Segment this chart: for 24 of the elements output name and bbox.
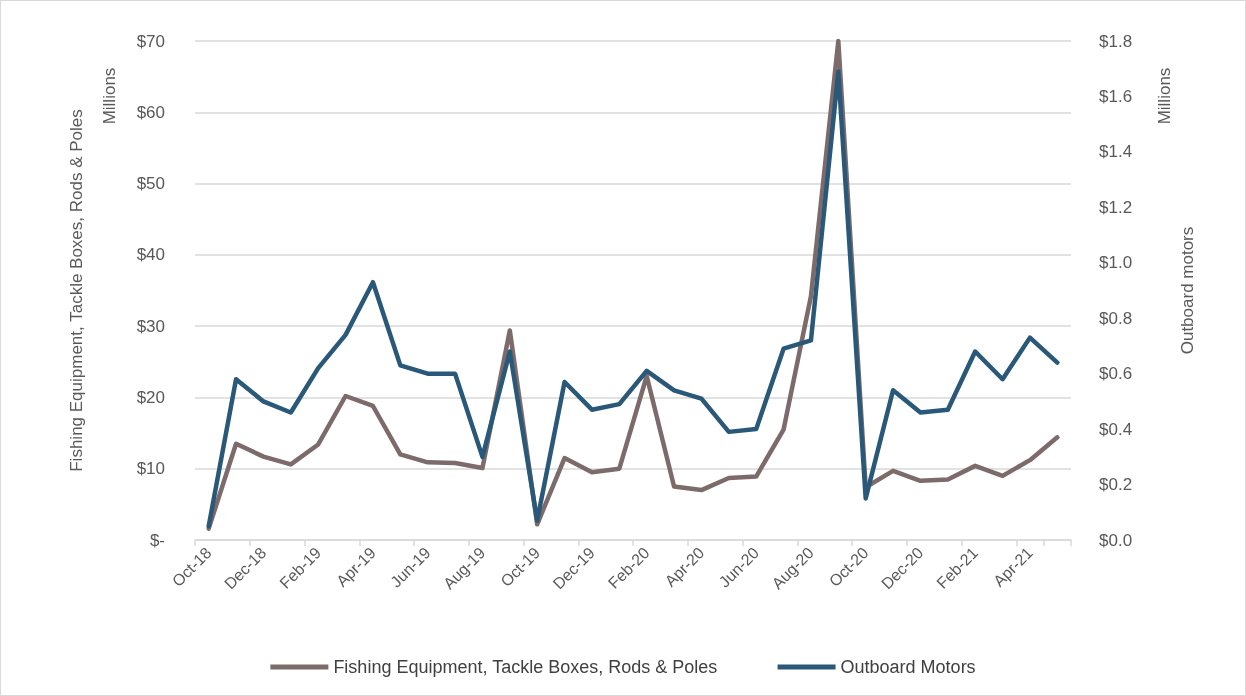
y-axis-title: Fishing Equipment, Tackle Boxes, Rods & Poles: [67, 109, 86, 472]
y2-tick-label: $1.2: [1099, 197, 1133, 217]
y2-tick-label: $0.2: [1099, 475, 1133, 495]
legend-label: Fishing Equipment, Tackle Boxes, Rods & Poles: [333, 657, 718, 677]
y2-tick-label: $1.8: [1099, 31, 1133, 51]
y2-tick-label: $0.8: [1099, 308, 1133, 328]
y-tick-label: $70: [136, 31, 165, 51]
y2-tick-label: $0.0: [1099, 530, 1133, 550]
y2-tick-label: $1.6: [1099, 86, 1133, 106]
y2-tick-label: $1.4: [1099, 142, 1133, 162]
y-tick-label: $10: [136, 459, 165, 479]
y-tick-label: $20: [136, 387, 165, 407]
y-tick-label: $30: [136, 316, 165, 336]
y2-tick-label: $0.4: [1099, 419, 1133, 439]
y2-tick-label: $0.6: [1099, 364, 1133, 384]
text: Millions: [1154, 67, 1174, 125]
y-tick-label: $40: [136, 245, 165, 265]
y-tick-label: $60: [136, 102, 165, 122]
legend-label: Outboard Motors: [840, 657, 976, 677]
y2-axis-title: Outboard motors: [1178, 226, 1197, 355]
y2-tick-label: $1.0: [1099, 253, 1133, 273]
y-tick-label: $50: [136, 174, 165, 194]
y-tick-label: $-: [149, 530, 165, 550]
text: Millions: [99, 67, 119, 125]
